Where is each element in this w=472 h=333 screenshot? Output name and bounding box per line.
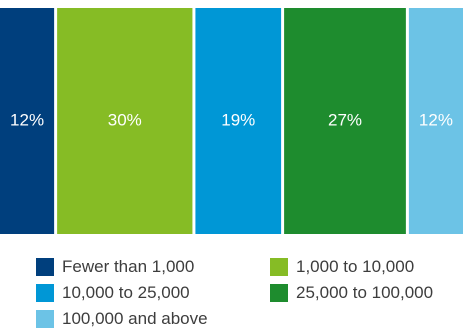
bar-segment-5 <box>408 8 463 234</box>
legend-swatch <box>36 284 54 302</box>
legend-swatch <box>270 284 288 302</box>
legend-label: Fewer than 1,000 <box>62 257 195 276</box>
legend-item-10000-to-25000: 10,000 to 25,000 <box>36 282 190 304</box>
legend-label: 100,000 and above <box>62 309 208 328</box>
legend-item-25000-to-100000: 25,000 to 100,000 <box>270 282 433 304</box>
legend-item-100000-and-above: 100,000 and above <box>36 308 208 330</box>
legend-item-fewer-than-1000: Fewer than 1,000 <box>36 256 194 278</box>
bar-segment-4 <box>284 8 406 234</box>
bar-segment-1 <box>0 8 55 234</box>
legend-label: 25,000 to 100,000 <box>296 283 434 302</box>
legend-label: 1,000 to 10,000 <box>296 257 415 276</box>
legend-swatch <box>36 258 54 276</box>
bar-segment-3 <box>195 8 282 234</box>
legend: Fewer than 1,000 1,000 to 10,000 10,000 … <box>36 256 472 328</box>
segment-label-1: 12% <box>10 110 44 129</box>
segment-label-3: 19% <box>221 110 255 129</box>
legend-swatch <box>270 258 288 276</box>
legend-item-1000-to-10000: 1,000 to 10,000 <box>270 256 414 278</box>
segment-label-2: 30% <box>108 110 142 129</box>
legend-swatch <box>36 310 54 328</box>
bar-segment-2 <box>57 8 193 234</box>
legend-label: 10,000 to 25,000 <box>62 283 190 302</box>
segment-label-4: 27% <box>328 110 362 129</box>
segment-label-5: 12% <box>419 110 453 129</box>
